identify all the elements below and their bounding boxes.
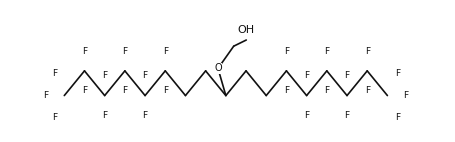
Text: F: F: [283, 86, 288, 95]
Text: F: F: [283, 47, 288, 56]
Text: F: F: [142, 111, 147, 120]
Text: F: F: [364, 47, 369, 56]
Text: F: F: [344, 71, 349, 80]
Text: F: F: [51, 113, 56, 122]
Text: F: F: [142, 71, 147, 80]
Text: F: F: [162, 47, 167, 56]
Text: F: F: [303, 71, 308, 80]
Text: F: F: [394, 113, 399, 122]
Text: F: F: [303, 111, 308, 120]
Text: F: F: [102, 71, 107, 80]
Text: F: F: [82, 86, 87, 95]
Text: F: F: [43, 91, 48, 100]
Text: F: F: [324, 86, 329, 95]
Text: OH: OH: [237, 25, 254, 35]
Text: F: F: [102, 111, 107, 120]
Text: F: F: [344, 111, 349, 120]
Text: F: F: [51, 69, 56, 78]
Text: F: F: [364, 86, 369, 95]
Text: F: F: [394, 69, 399, 78]
Text: F: F: [324, 47, 329, 56]
Text: O: O: [214, 63, 221, 73]
Text: F: F: [403, 91, 408, 100]
Text: F: F: [122, 86, 127, 95]
Text: F: F: [122, 47, 127, 56]
Text: F: F: [82, 47, 87, 56]
Text: F: F: [162, 86, 167, 95]
